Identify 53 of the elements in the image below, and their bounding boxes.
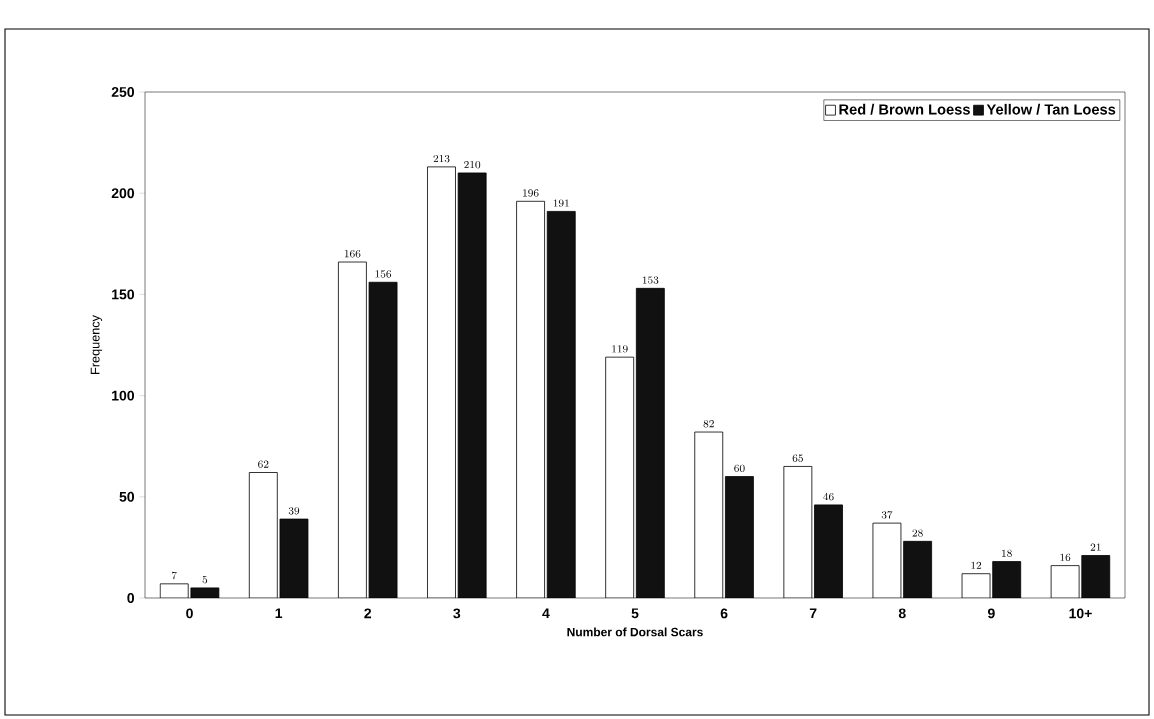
x-tick-label: 3: [453, 608, 461, 619]
legend-label: Red / Brown Loess: [839, 103, 970, 115]
data-label: 46: [823, 492, 834, 501]
data-label: 82: [703, 420, 714, 428]
bar: [1081, 555, 1111, 598]
x-tick-label: 5: [631, 608, 639, 619]
bar: [457, 172, 487, 598]
data-label: 21: [1090, 543, 1101, 551]
data-label: 166: [344, 250, 361, 258]
data-label: 65: [792, 454, 803, 462]
x-tick-label: 4: [542, 608, 550, 619]
data-label: 196: [523, 189, 539, 197]
data-label: 39: [288, 507, 300, 515]
y-tick-label: 50: [119, 491, 135, 502]
data-label: 62: [258, 460, 269, 468]
bar: [279, 518, 309, 598]
y-tick-label: 0: [127, 593, 135, 603]
bar: [725, 476, 754, 598]
x-tick-label: 6: [720, 608, 728, 619]
x-tick-label: 8: [898, 608, 906, 619]
y-tick-label: 150: [112, 289, 135, 300]
x-tick-label: 1: [275, 608, 283, 619]
data-label: 191: [553, 199, 569, 207]
y-tick-label: 250: [111, 87, 135, 97]
x-axis-title: Number of Dorsal Scars: [567, 627, 703, 637]
data-label: 5: [202, 575, 208, 584]
data-label: 18: [1002, 549, 1012, 557]
x-tick-label: 2: [364, 608, 372, 619]
y-tick-label: 200: [111, 188, 135, 199]
bar: [814, 504, 843, 598]
bar: [635, 287, 665, 598]
y-tick-label: 100: [112, 390, 135, 401]
data-label: 28: [912, 529, 923, 537]
x-tick-label: 0: [186, 608, 193, 619]
data-label: 210: [464, 161, 481, 169]
data-label: 37: [881, 511, 893, 519]
bar: [368, 281, 398, 598]
bar: [546, 211, 576, 598]
bar: [903, 540, 933, 598]
data-label: 60: [734, 464, 745, 472]
x-tick-label: 9: [987, 608, 995, 619]
data-label: 213: [433, 154, 450, 163]
y-axis-title: Frequency: [90, 315, 103, 374]
data-label: 16: [1060, 553, 1071, 561]
data-label: 7: [172, 571, 177, 580]
legend-label: Yellow / Tan Loess: [986, 103, 1116, 115]
data-label: 119: [612, 345, 628, 353]
data-label: 153: [642, 276, 659, 284]
bar: [992, 561, 1022, 598]
data-label: 12: [971, 561, 982, 569]
x-tick-label: 7: [809, 608, 817, 619]
x-tick-label: 10+: [1069, 608, 1092, 619]
data-label: 156: [375, 270, 392, 278]
